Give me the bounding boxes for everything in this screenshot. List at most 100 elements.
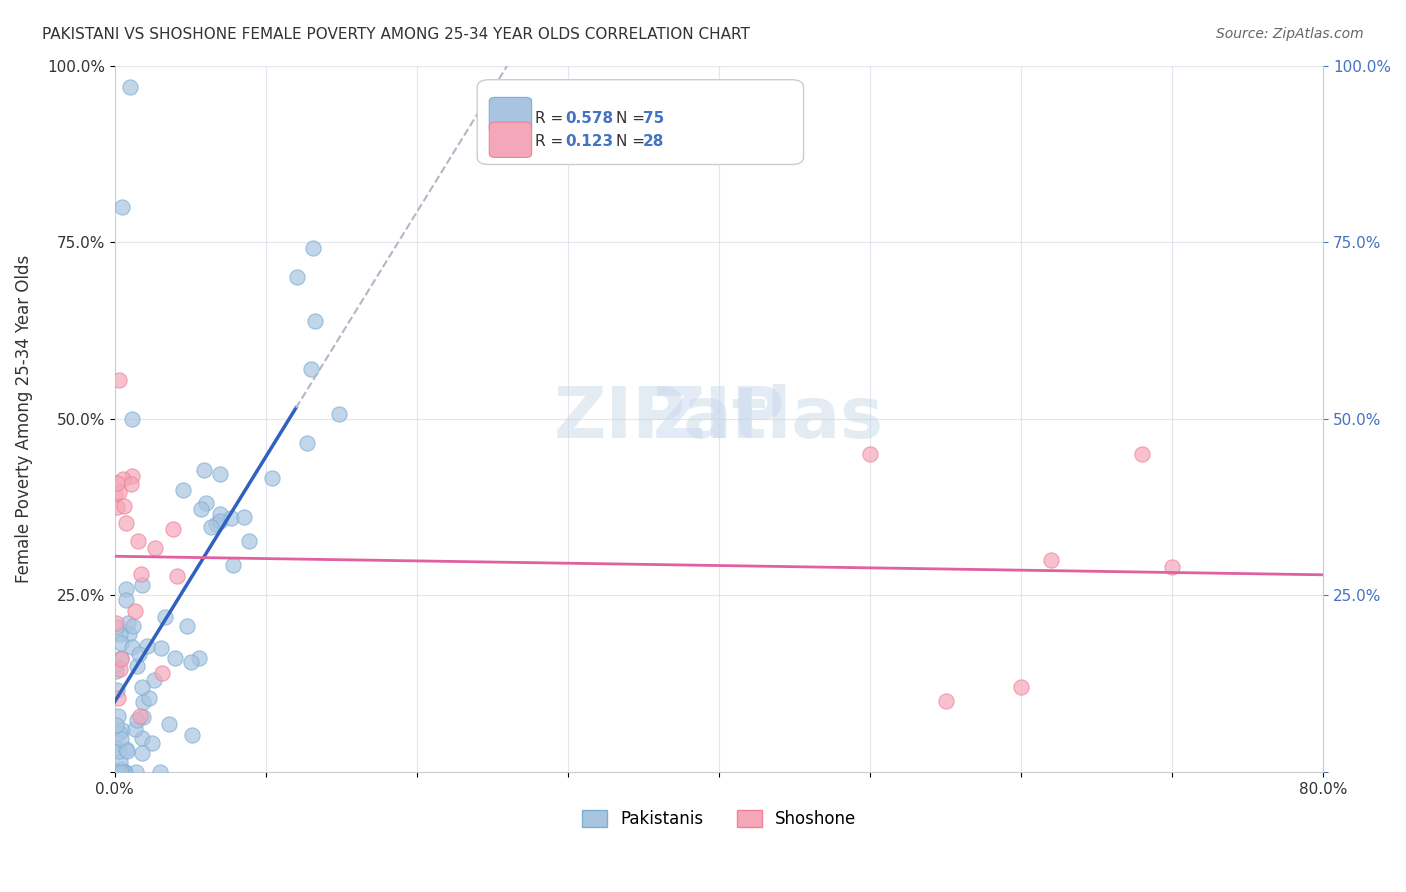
Point	[127, 659, 149, 673]
Point	[108, 765, 131, 780]
Point	[104, 615, 127, 630]
Point	[108, 485, 131, 500]
Point	[107, 691, 129, 706]
Point	[233, 509, 256, 524]
Point	[180, 727, 202, 741]
Text: Source: ZipAtlas.com: Source: ZipAtlas.com	[1216, 27, 1364, 41]
Point	[138, 690, 160, 705]
Point	[165, 651, 187, 665]
Point	[131, 746, 153, 760]
Point	[114, 516, 136, 530]
Point	[121, 412, 143, 426]
Text: 0.578: 0.578	[565, 112, 613, 126]
Point	[328, 407, 350, 421]
Point	[117, 615, 139, 630]
Point	[157, 716, 180, 731]
Point	[194, 495, 217, 509]
Point	[104, 657, 127, 672]
Point	[153, 609, 176, 624]
Point	[129, 567, 152, 582]
Text: ZIPatlas: ZIPatlas	[554, 384, 884, 453]
Point	[121, 469, 143, 483]
Point	[110, 732, 132, 747]
Point	[143, 673, 166, 687]
Text: N =: N =	[616, 112, 650, 126]
Point	[118, 627, 141, 641]
Point	[128, 647, 150, 661]
Point	[285, 269, 308, 284]
Point	[118, 79, 141, 94]
Point	[200, 520, 222, 534]
Point	[111, 200, 134, 214]
Point	[150, 641, 173, 656]
Point	[104, 620, 127, 634]
Point	[149, 765, 172, 780]
Point	[302, 241, 325, 255]
Point	[188, 651, 211, 665]
Point	[238, 534, 260, 549]
Text: 75: 75	[643, 112, 664, 126]
Text: N =: N =	[616, 134, 650, 149]
Point	[295, 436, 318, 450]
Point	[120, 477, 142, 491]
Point	[110, 636, 132, 650]
Text: PAKISTANI VS SHOSHONE FEMALE POVERTY AMONG 25-34 YEAR OLDS CORRELATION CHART: PAKISTANI VS SHOSHONE FEMALE POVERTY AMO…	[42, 27, 749, 42]
Point	[112, 499, 135, 513]
Point	[1010, 680, 1032, 694]
Point	[209, 467, 232, 481]
Point	[107, 709, 129, 723]
Text: 0.123: 0.123	[565, 134, 613, 149]
Point	[132, 695, 155, 709]
FancyBboxPatch shape	[489, 122, 531, 158]
Point	[105, 475, 128, 490]
FancyBboxPatch shape	[489, 97, 531, 133]
Point	[145, 541, 167, 555]
Text: ZIP: ZIP	[652, 384, 785, 453]
Point	[176, 619, 198, 633]
Point	[105, 664, 128, 678]
Point	[127, 534, 149, 549]
Text: 28: 28	[643, 134, 664, 149]
Point	[112, 765, 135, 780]
Point	[121, 640, 143, 654]
Point	[110, 756, 132, 770]
Point	[304, 314, 326, 328]
Point	[132, 710, 155, 724]
Point	[190, 502, 212, 516]
Point	[110, 763, 132, 777]
Point	[105, 718, 128, 732]
Point	[108, 373, 131, 387]
Text: R =: R =	[536, 112, 568, 126]
Point	[209, 507, 232, 521]
Point	[141, 736, 163, 750]
Point	[114, 765, 136, 780]
Point	[129, 708, 152, 723]
Point	[111, 723, 134, 737]
Point	[1040, 553, 1063, 567]
Point	[131, 680, 153, 694]
Text: R =: R =	[536, 134, 568, 149]
Point	[110, 650, 132, 665]
Point	[115, 744, 138, 758]
Point	[104, 487, 127, 501]
Point	[166, 569, 188, 583]
Point	[162, 522, 184, 536]
Point	[209, 514, 232, 528]
Point	[221, 558, 243, 572]
Point	[107, 744, 129, 758]
Point	[105, 683, 128, 698]
Legend: Pakistanis, Shoshone: Pakistanis, Shoshone	[575, 803, 863, 834]
Point	[105, 500, 128, 514]
Point	[112, 472, 135, 486]
Point	[124, 723, 146, 737]
Point	[125, 713, 148, 727]
Point	[299, 362, 322, 376]
Point	[205, 517, 228, 532]
Point	[219, 511, 242, 525]
Point	[105, 741, 128, 756]
Point	[115, 742, 138, 756]
Point	[131, 578, 153, 592]
Point	[110, 661, 132, 675]
Point	[935, 694, 957, 708]
Point	[1130, 447, 1153, 461]
